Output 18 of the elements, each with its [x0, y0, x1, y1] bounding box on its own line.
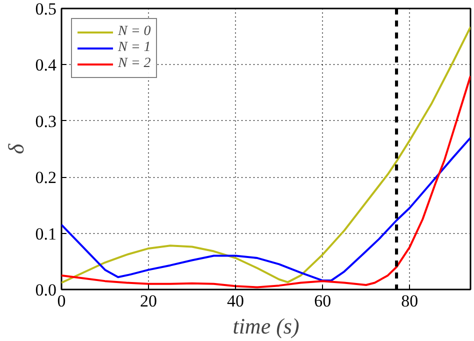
- x-tick-label: 20: [140, 292, 158, 310]
- y-tick-label: 0.1: [35, 224, 56, 244]
- y-tick-label: 0.5: [35, 0, 56, 18]
- y-axis-title: δ: [3, 143, 28, 154]
- line-series: [62, 26, 470, 284]
- x-tick-label: 0: [57, 292, 66, 310]
- legend-label: N = 1: [118, 40, 151, 56]
- legend-label: N = 2: [118, 56, 151, 72]
- x-tick-label: 80: [401, 292, 418, 310]
- x-tick-label: 40: [227, 292, 244, 310]
- y-tick-label: 0.2: [35, 168, 56, 188]
- y-tick-label: 0.4: [35, 56, 57, 75]
- y-tick-label: 0.0: [35, 280, 56, 300]
- x-axis-title: time (s): [232, 314, 300, 338]
- line-series: [62, 136, 470, 282]
- y-tick-label: 0.3: [35, 112, 56, 131]
- legend-label: N = 0: [118, 24, 151, 40]
- x-tick-label: 60: [314, 292, 332, 310]
